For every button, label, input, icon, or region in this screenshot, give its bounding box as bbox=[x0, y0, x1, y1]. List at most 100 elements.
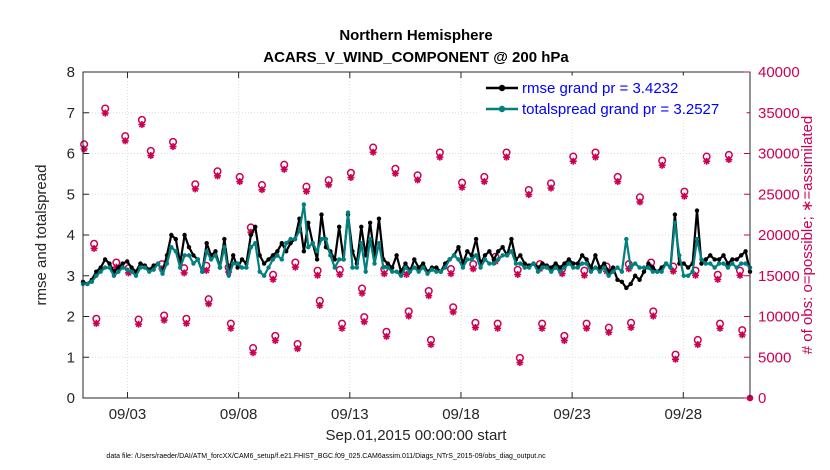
y-left-tick-label: 7 bbox=[67, 105, 75, 122]
totalspread-point bbox=[708, 261, 713, 266]
totalspread-point bbox=[381, 265, 386, 270]
rmse-point bbox=[641, 269, 647, 274]
totalspread-point bbox=[447, 257, 452, 262]
totalspread-point bbox=[738, 261, 744, 266]
totalspread-point bbox=[522, 265, 527, 270]
totalspread-point bbox=[588, 269, 594, 274]
totalspread-point bbox=[288, 236, 293, 242]
y-right-tick-label: 20000 bbox=[758, 227, 800, 244]
rmse-point bbox=[336, 224, 342, 230]
totalspread-point bbox=[133, 273, 139, 278]
rmse-point bbox=[465, 249, 470, 254]
rmse-point bbox=[491, 257, 497, 262]
totalspread-point bbox=[610, 269, 616, 274]
y-left-tick-label: 1 bbox=[67, 349, 75, 366]
legend-box bbox=[477, 75, 747, 121]
obs-assimilated-marker bbox=[736, 271, 744, 279]
totalspread-point bbox=[89, 279, 95, 285]
obs-assimilated-marker bbox=[90, 244, 98, 252]
totalspread-point bbox=[235, 261, 240, 266]
totalspread-point bbox=[116, 269, 121, 274]
obs-assimilated-marker bbox=[538, 324, 546, 332]
obs-assimilated-marker bbox=[427, 341, 435, 349]
obs-assimilated-marker bbox=[227, 324, 235, 332]
y-right-tick-label: 15000 bbox=[758, 268, 800, 285]
totalspread-point bbox=[509, 249, 514, 254]
rmse-point bbox=[390, 265, 395, 270]
obs-assimilated-marker bbox=[160, 316, 168, 324]
chart-title: Northern Hemisphere bbox=[339, 27, 492, 44]
obs-assimilated-marker bbox=[258, 186, 266, 194]
totalspread-point bbox=[540, 265, 545, 270]
totalspread-point bbox=[182, 253, 187, 258]
rmse-point bbox=[602, 261, 607, 266]
rmse-point bbox=[553, 261, 558, 266]
x-tick-label: 09/28 bbox=[665, 406, 703, 423]
obs-assimilated-marker bbox=[591, 153, 599, 161]
y-right-tick-label: 40000 bbox=[758, 64, 800, 81]
obs-assimilated-marker bbox=[703, 157, 711, 165]
obs-assimilated-marker bbox=[382, 332, 390, 340]
rmse-point bbox=[703, 257, 709, 262]
totalspread-point bbox=[217, 265, 223, 270]
totalspread-point bbox=[650, 269, 656, 274]
obs-assimilated-marker bbox=[494, 324, 502, 332]
totalspread-point bbox=[615, 265, 620, 270]
totalspread-point bbox=[491, 261, 497, 266]
totalspread-point bbox=[619, 269, 625, 274]
rmse-point bbox=[734, 257, 739, 262]
plot-area bbox=[80, 104, 754, 402]
totalspread-point bbox=[513, 261, 519, 266]
obs-assimilated-marker bbox=[738, 331, 746, 339]
totalspread-point bbox=[94, 273, 99, 278]
totalspread-point bbox=[412, 265, 417, 270]
rmse-point bbox=[102, 257, 108, 262]
totalspread-point bbox=[637, 265, 642, 270]
y-left-tick-label: 6 bbox=[67, 146, 75, 163]
rmse-point bbox=[124, 259, 130, 264]
obs-assimilated-marker bbox=[449, 308, 457, 316]
totalspread-point bbox=[668, 265, 673, 270]
obs-assimilated-marker bbox=[725, 156, 733, 164]
totalspread-point bbox=[712, 265, 717, 270]
totalspread-point bbox=[222, 245, 227, 250]
rmse-point bbox=[288, 240, 293, 246]
rmse-point bbox=[279, 240, 284, 246]
rmse-point bbox=[725, 261, 731, 266]
obs-assimilated-marker bbox=[469, 265, 477, 273]
obs-assimilated-marker bbox=[135, 320, 143, 328]
totalspread-point bbox=[253, 240, 258, 246]
rmse-point bbox=[253, 224, 258, 230]
rmse-point bbox=[456, 245, 461, 250]
rmse-point bbox=[557, 265, 563, 270]
x-tick-label: 09/03 bbox=[109, 406, 147, 423]
obs-assimilated-marker bbox=[480, 178, 488, 186]
totalspread-point bbox=[443, 265, 448, 270]
totalspread-point bbox=[102, 265, 108, 270]
totalspread-point bbox=[98, 269, 103, 274]
totalspread-point bbox=[487, 261, 492, 266]
y-left-tick-label: 5 bbox=[67, 186, 75, 203]
totalspread-point bbox=[469, 257, 474, 262]
totalspread-point bbox=[323, 236, 329, 242]
totalspread-point bbox=[297, 228, 302, 234]
obs-assimilated-marker bbox=[214, 172, 222, 180]
totalspread-point bbox=[597, 269, 603, 274]
totalspread-point bbox=[390, 269, 395, 274]
obs-assimilated-marker bbox=[458, 183, 466, 191]
totalspread-point bbox=[328, 253, 333, 258]
rmse-point bbox=[593, 253, 598, 258]
totalspread-point bbox=[301, 202, 307, 207]
totalspread-point bbox=[663, 261, 669, 266]
totalspread-point bbox=[593, 265, 598, 270]
x-tick-label: 09/23 bbox=[553, 406, 591, 423]
rmse-point bbox=[566, 257, 572, 262]
rmse-point bbox=[394, 253, 399, 258]
rmse-point bbox=[235, 265, 240, 270]
rmse-point bbox=[628, 281, 633, 287]
totalspread-point bbox=[261, 273, 267, 278]
rmse-point bbox=[173, 236, 178, 242]
totalspread-point bbox=[394, 269, 399, 274]
obs-assimilated-marker bbox=[649, 312, 657, 320]
obs-assimilated-marker bbox=[560, 337, 568, 345]
